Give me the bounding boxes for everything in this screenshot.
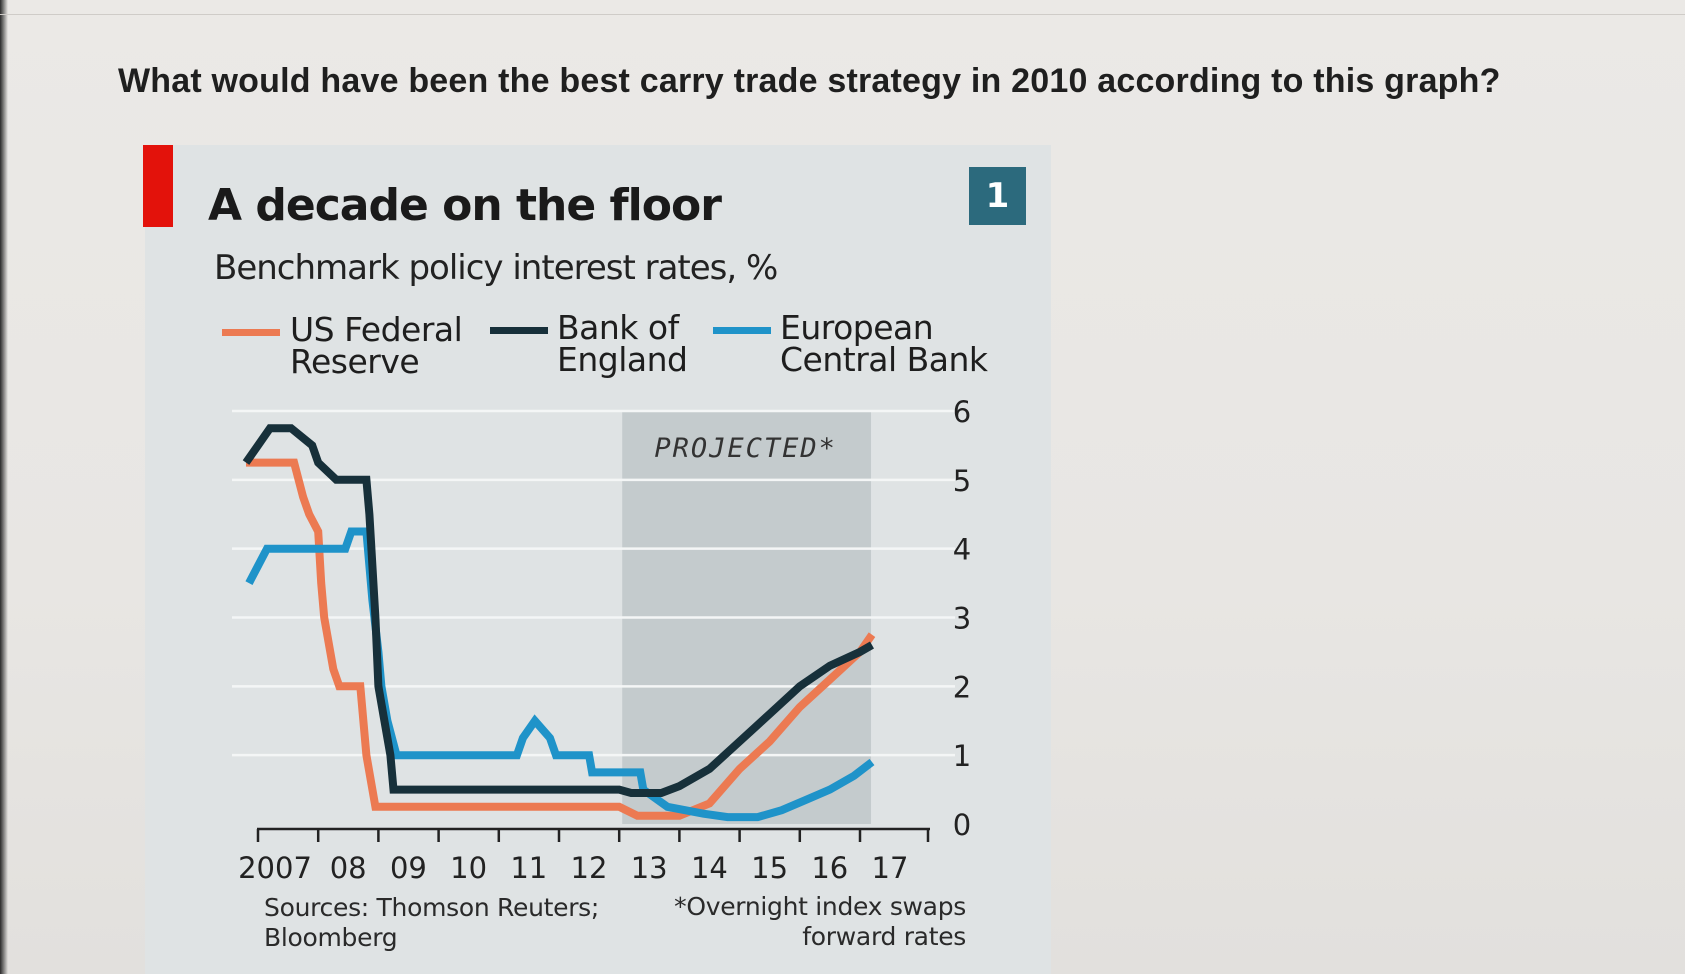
x-tick-label: 08	[330, 851, 367, 885]
series-line-fed	[246, 458, 876, 820]
y-tick-label: 1	[953, 739, 971, 773]
legend-swatch-ecb	[713, 327, 771, 334]
legend-label-fed: US Federal Reserve	[290, 310, 463, 381]
y-tick-label: 0	[953, 808, 971, 842]
x-tick-label: 10	[450, 851, 487, 885]
chart-title: A decade on the floor	[208, 180, 722, 231]
question-text: What would have been the best carry trad…	[118, 62, 1501, 100]
x-tick-label: 15	[751, 851, 788, 885]
x-tick-label: 2007	[238, 851, 312, 885]
accent-red-bar	[143, 145, 173, 227]
y-tick-label: 5	[953, 464, 971, 498]
x-tick-label: 12	[571, 851, 608, 885]
chart-card	[145, 145, 1051, 974]
legend-swatch-boe	[490, 327, 548, 334]
legend-swatch-fed	[222, 329, 280, 336]
left-edge-shadow	[0, 0, 8, 974]
top-divider	[0, 14, 1685, 15]
x-tick-label: 11	[510, 851, 547, 885]
projected-annotation: PROJECTED*	[654, 433, 837, 464]
footnote: *Overnight index swaps forward rates	[674, 892, 966, 951]
series-line-boe	[242, 424, 874, 797]
x-tick-label: 17	[872, 851, 909, 885]
x-tick-label: 16	[811, 851, 848, 885]
y-tick-label: 6	[953, 395, 971, 429]
y-tick-label: 2	[953, 670, 971, 704]
legend-label-ecb: European Central Bank	[780, 308, 988, 379]
x-tick-label: 09	[390, 851, 427, 885]
sources-note: Sources: Thomson Reuters; Bloomberg	[264, 893, 600, 952]
y-tick-label: 3	[953, 602, 971, 636]
x-tick-label: 13	[631, 851, 668, 885]
legend-label-boe: Bank of England	[557, 308, 688, 379]
chart-number-badge: 1	[969, 167, 1026, 225]
y-tick-label: 4	[953, 533, 971, 567]
x-tick-label: 14	[691, 851, 728, 885]
chart-subtitle: Benchmark policy interest rates, %	[214, 248, 778, 288]
